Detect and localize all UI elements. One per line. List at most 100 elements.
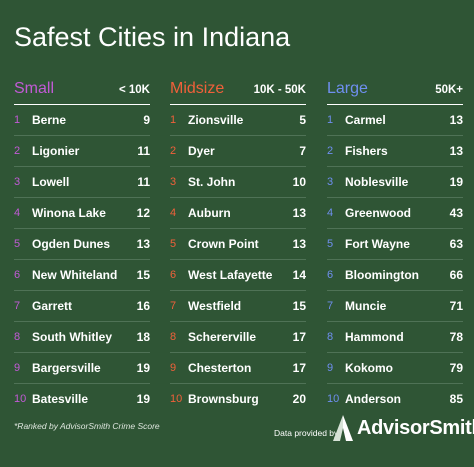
city-name: Ogden Dunes xyxy=(32,237,111,251)
table-row: 8 South Whitley 18 xyxy=(14,322,150,353)
city-name: Noblesville xyxy=(345,175,409,189)
city-name: Greenwood xyxy=(345,206,412,220)
rank-number: 10 xyxy=(170,393,183,405)
crime-score: 15 xyxy=(292,299,306,313)
table-row: 3 Lowell 11 xyxy=(14,167,150,198)
city-name: Bloomington xyxy=(345,268,419,282)
crime-score: 16 xyxy=(136,299,150,313)
city-name: New Whiteland xyxy=(32,268,118,282)
rank-number: 4 xyxy=(14,207,21,219)
crime-score: 5 xyxy=(299,113,306,127)
rank-number: 1 xyxy=(327,114,334,126)
table-row: 1 Carmel 13 xyxy=(327,105,463,136)
crime-score: 13 xyxy=(292,237,306,251)
crime-score: 14 xyxy=(292,268,306,282)
city-name: Bargersville xyxy=(32,361,101,375)
crime-score: 17 xyxy=(292,330,306,344)
footnote: *Ranked by AdvisorSmith Crime Score xyxy=(14,421,160,431)
crime-score: 17 xyxy=(292,361,306,375)
table-row: 5 Crown Point 13 xyxy=(170,229,306,260)
city-name: Zionsville xyxy=(188,113,244,127)
crime-score: 71 xyxy=(449,299,463,313)
crime-score: 11 xyxy=(137,175,150,189)
advisorsmith-logo: AdvisorSmith xyxy=(332,414,474,442)
crime-score: 19 xyxy=(449,175,463,189)
table-row: 2 Ligonier 11 xyxy=(14,136,150,167)
crime-score: 13 xyxy=(449,113,463,127)
table-row: 3 St. John 10 xyxy=(170,167,306,198)
rank-number: 3 xyxy=(170,176,177,188)
rank-number: 8 xyxy=(14,331,21,343)
column-name: Midsize xyxy=(170,80,225,97)
table-row: 2 Fishers 13 xyxy=(327,136,463,167)
crime-score: 13 xyxy=(292,206,306,220)
city-name: Lowell xyxy=(32,175,70,189)
rank-number: 9 xyxy=(170,362,177,374)
rank-number: 8 xyxy=(327,331,334,343)
table-row: 1 Berne 9 xyxy=(14,105,150,136)
rank-number: 2 xyxy=(170,145,177,157)
population-range: < 10K xyxy=(118,84,150,96)
crime-score: 15 xyxy=(136,268,150,282)
rank-number: 5 xyxy=(14,238,21,250)
table-row: 2 Dyer 7 xyxy=(170,136,306,167)
crime-score: 19 xyxy=(136,361,150,375)
city-name: Fort Wayne xyxy=(345,237,410,251)
column-name: Large xyxy=(327,80,368,97)
crime-score: 43 xyxy=(449,206,463,220)
table-row: 4 Winona Lake 12 xyxy=(14,198,150,229)
rank-number: 2 xyxy=(327,145,334,157)
table-row: 7 Westfield 15 xyxy=(170,291,306,322)
rank-number: 4 xyxy=(327,207,334,219)
crime-score: 19 xyxy=(136,392,150,406)
table-row: 8 Hammond 78 xyxy=(327,322,463,353)
crime-score: 63 xyxy=(449,237,463,251)
page-title: Safest Cities in Indiana xyxy=(14,22,291,52)
population-range: 50K+ xyxy=(435,84,463,96)
city-name: Berne xyxy=(32,113,67,127)
table-row: 4 Auburn 13 xyxy=(170,198,306,229)
rank-number: 6 xyxy=(170,269,177,281)
city-name: Ligonier xyxy=(32,144,80,158)
city-name: Anderson xyxy=(345,392,402,406)
table-row: 5 Fort Wayne 63 xyxy=(327,229,463,260)
city-name: Winona Lake xyxy=(32,206,106,220)
crime-score: 12 xyxy=(136,206,150,220)
city-name: Carmel xyxy=(345,113,386,127)
rank-number: 6 xyxy=(327,269,334,281)
rank-number: 10 xyxy=(327,393,340,405)
city-name: Schererville xyxy=(188,330,257,344)
column-name: Small xyxy=(14,80,55,97)
city-name: West Lafayette xyxy=(188,268,273,282)
table-row: 10 Batesville 19 xyxy=(14,384,150,414)
table-row: 8 Schererville 17 xyxy=(170,322,306,353)
rank-number: 7 xyxy=(14,300,21,312)
column-midsize: Midsize 10K - 50K 1 Zionsville 5 2 Dyer 7 3 St.… xyxy=(170,80,306,414)
table-row: 9 Kokomo 79 xyxy=(327,353,463,384)
rank-number: 9 xyxy=(327,362,334,374)
rank-number: 3 xyxy=(14,176,21,188)
rank-number: 5 xyxy=(327,238,334,250)
crime-score: 85 xyxy=(449,392,463,406)
table-row: 7 Muncie 71 xyxy=(327,291,463,322)
column-header-midsize: Midsize 10K - 50K xyxy=(170,80,306,105)
crime-score: 11 xyxy=(137,144,150,158)
city-name: Garrett xyxy=(32,299,73,313)
crime-score: 9 xyxy=(143,113,150,127)
crime-score: 10 xyxy=(292,175,306,189)
ranking-list-large: 1 Carmel 13 2 Fishers 13 3 Noblesville 19 4 Greenw… xyxy=(327,105,463,414)
table-row: 5 Ogden Dunes 13 xyxy=(14,229,150,260)
city-name: St. John xyxy=(188,175,236,189)
rank-number: 1 xyxy=(14,114,21,126)
crime-score: 18 xyxy=(136,330,150,344)
column-large: Large 50K+ 1 Carmel 13 2 Fishers 13 3 Noblesvil… xyxy=(327,80,463,414)
table-row: 6 West Lafayette 14 xyxy=(170,260,306,291)
table-row: 6 Bloomington 66 xyxy=(327,260,463,291)
rank-number: 3 xyxy=(327,176,334,188)
crime-score: 66 xyxy=(449,268,463,282)
city-name: Dyer xyxy=(188,144,215,158)
city-name: Batesville xyxy=(32,392,89,406)
city-name: Muncie xyxy=(345,299,387,313)
crime-score: 7 xyxy=(299,144,306,158)
city-name: South Whitley xyxy=(32,330,112,344)
